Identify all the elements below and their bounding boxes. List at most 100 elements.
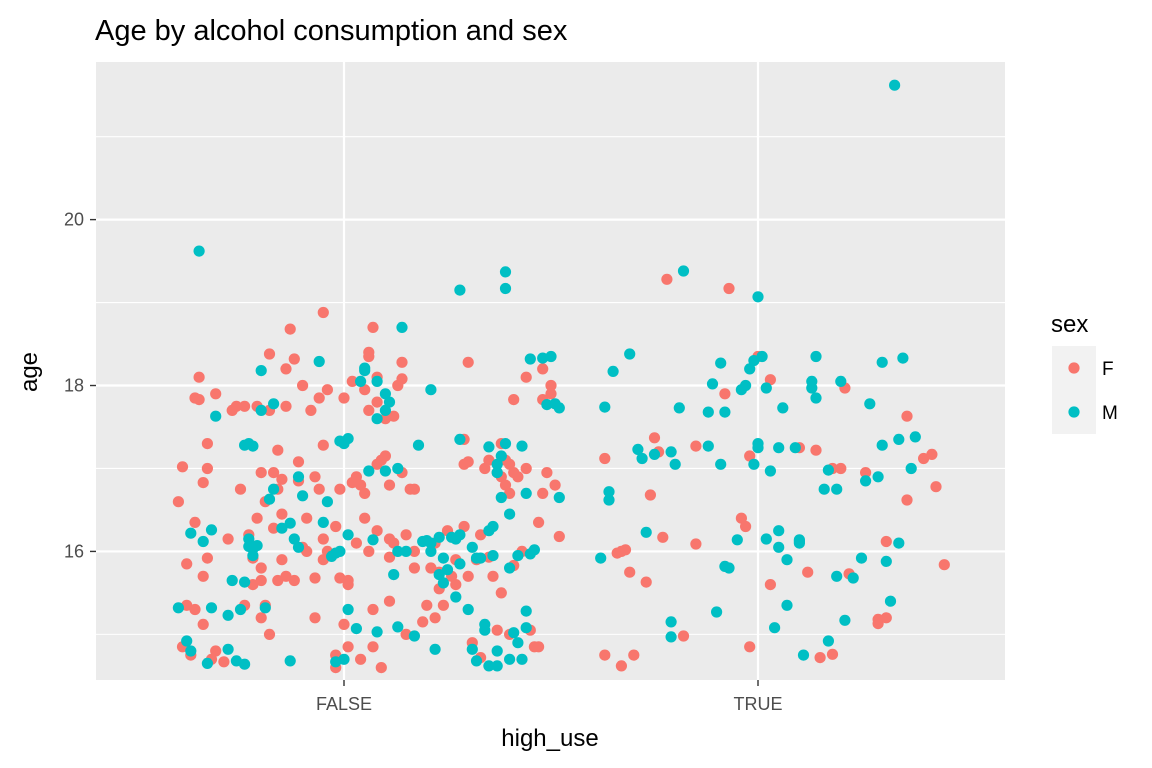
data-point-M: [810, 350, 822, 363]
data-point-F: [284, 323, 296, 335]
data-point-M: [454, 529, 466, 541]
data-point-M: [504, 508, 516, 520]
data-point-M: [797, 649, 810, 661]
data-point-F: [375, 662, 387, 674]
data-point-F: [263, 348, 276, 360]
data-point-F: [172, 496, 184, 508]
data-point-F: [367, 321, 379, 333]
data-point-F: [355, 479, 367, 491]
data-point-F: [880, 535, 892, 548]
data-point-M: [860, 475, 872, 487]
data-point-M: [889, 79, 901, 91]
data-point-M: [239, 576, 251, 588]
data-point-F: [644, 489, 657, 501]
data-point-F: [276, 554, 288, 566]
data-point-F: [599, 452, 611, 465]
data-point-F: [255, 612, 267, 624]
data-point-M: [371, 626, 383, 638]
data-point-F: [802, 566, 814, 578]
data-point-M: [425, 545, 437, 558]
data-point-F: [197, 477, 209, 489]
data-point-M: [603, 494, 615, 506]
data-point-F: [359, 487, 371, 499]
data-point-M: [441, 564, 454, 576]
data-point-F: [255, 562, 267, 574]
data-point-F: [193, 394, 205, 406]
data-point-M: [226, 574, 238, 587]
data-point-M: [669, 458, 681, 470]
data-point-F: [355, 653, 367, 665]
data-point-M: [495, 450, 507, 462]
data-point-M: [491, 467, 503, 479]
data-point-F: [512, 471, 524, 483]
data-point-F: [201, 462, 213, 475]
data-point-M: [537, 352, 549, 364]
data-point-M: [479, 618, 491, 631]
data-point-M: [317, 516, 329, 529]
data-point-F: [628, 649, 640, 661]
data-point-M: [334, 545, 346, 558]
data-point-M: [541, 399, 553, 411]
data-point-M: [719, 406, 731, 418]
data-point-F: [508, 394, 520, 406]
data-point-F: [309, 612, 321, 624]
data-point-M: [553, 402, 565, 414]
data-point-M: [396, 321, 408, 333]
data-point-M: [205, 524, 218, 536]
data-point-F: [537, 487, 549, 499]
data-point-M: [263, 493, 276, 505]
data-point-M: [793, 534, 806, 546]
data-point-F: [383, 595, 396, 607]
data-point-F: [545, 379, 557, 392]
data-point-F: [334, 483, 346, 495]
data-point-M: [760, 382, 772, 394]
data-point-F: [383, 479, 396, 491]
data-point-M: [429, 643, 441, 655]
data-point-M: [504, 653, 516, 665]
y-tick-label: 16: [64, 541, 84, 561]
data-point-F: [475, 529, 487, 541]
legend-label: M: [1102, 403, 1118, 424]
data-point-M: [516, 440, 528, 452]
data-point-M: [425, 537, 437, 549]
data-point-M: [553, 491, 565, 504]
data-point-M: [321, 496, 333, 508]
data-point-F: [860, 467, 872, 479]
data-point-F: [239, 400, 251, 412]
y-axis-title: age: [16, 352, 43, 392]
data-point-M: [383, 396, 396, 408]
legend-key-point: [1068, 362, 1080, 374]
data-point-M: [499, 438, 512, 450]
data-point-F: [719, 388, 731, 400]
data-point-M: [433, 531, 445, 543]
data-point-F: [197, 570, 209, 582]
data-point-F: [723, 282, 735, 295]
data-point-F: [342, 574, 354, 587]
data-point-M: [181, 635, 193, 647]
data-point-F: [814, 652, 826, 664]
data-point-M: [342, 433, 354, 445]
data-point-M: [388, 569, 400, 581]
data-point-F: [176, 461, 189, 473]
data-point-F: [276, 508, 288, 520]
data-point-F: [520, 371, 532, 383]
data-point-F: [363, 346, 375, 358]
y-tick-label: 20: [64, 210, 84, 230]
data-point-M: [239, 658, 251, 670]
data-point-M: [222, 609, 234, 621]
data-point-F: [599, 649, 611, 661]
data-point-F: [210, 645, 222, 657]
data-point-M: [835, 375, 847, 387]
data-point-F: [533, 516, 545, 529]
data-point-M: [673, 402, 685, 414]
data-point-M: [512, 550, 524, 562]
data-point-M: [425, 384, 437, 396]
x-tick-label: FALSE: [316, 694, 372, 714]
data-point-M: [392, 621, 404, 633]
data-point-M: [756, 350, 768, 363]
data-point-M: [528, 544, 541, 556]
data-point-M: [773, 442, 785, 454]
data-point-M: [893, 433, 905, 445]
data-point-M: [193, 245, 205, 257]
data-point-M: [222, 643, 234, 655]
